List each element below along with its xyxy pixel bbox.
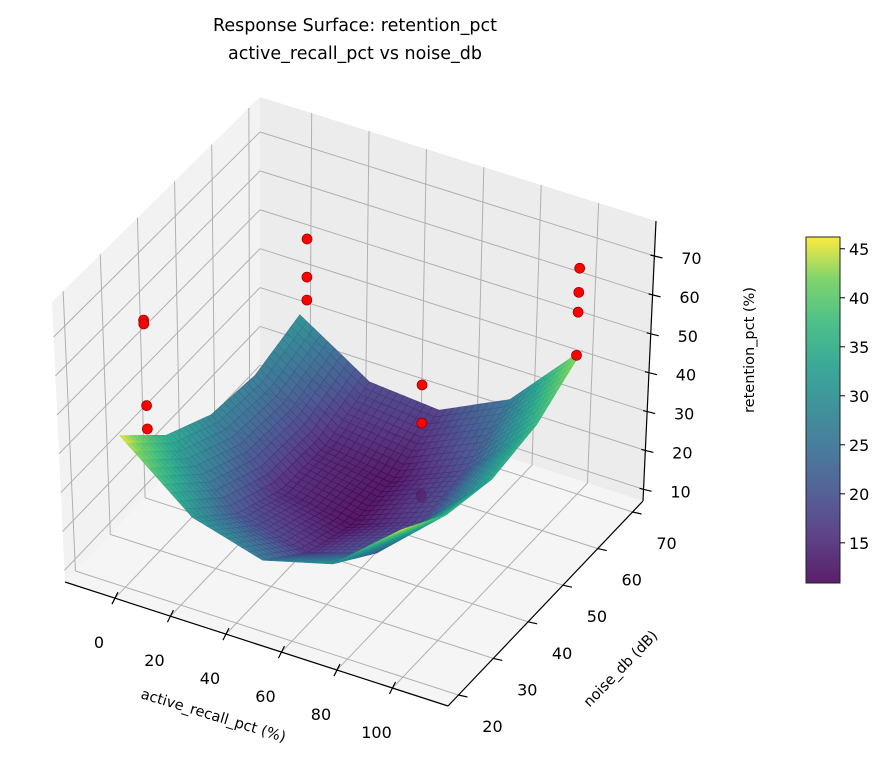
z-tick: [644, 371, 658, 376]
y-tick: [632, 511, 642, 515]
y-tick: [527, 621, 538, 625]
gridline-z: [53, 131, 261, 338]
z-tick: [648, 293, 661, 298]
data-point: [138, 318, 150, 330]
x-tick-label: 60: [255, 687, 275, 706]
y-tick-label: 20: [482, 717, 502, 736]
z-tick-label: 30: [674, 405, 694, 424]
colorbar-tick-label: 40: [849, 289, 869, 308]
gridline-x: [475, 167, 485, 448]
x-tick: [222, 627, 230, 641]
z-tick: [650, 254, 663, 259]
x-tick-label: 0: [94, 633, 104, 652]
gridline-z: [62, 326, 261, 532]
gridline-y: [248, 107, 251, 388]
gridline-z: [55, 170, 261, 377]
scatter-points-front: [138, 233, 586, 435]
colorbar-tick-label: 30: [849, 387, 869, 406]
surface-patch: [395, 527, 407, 533]
y-axis-label: noise_db (dB): [581, 628, 661, 711]
colorbar-tick-label: 25: [849, 436, 869, 455]
gridline-z: [259, 209, 651, 335]
y-tick-label: 40: [552, 644, 572, 663]
gridline-y: [62, 290, 76, 572]
x-tick: [111, 591, 119, 605]
x-tick-label: 40: [200, 669, 220, 688]
gridline-x: [336, 464, 533, 671]
gridline-x: [392, 482, 588, 689]
z-axis-label: retention_pct (%): [742, 287, 758, 413]
data-point: [416, 417, 428, 429]
data-point: [416, 379, 428, 391]
colorbar-gradient: [805, 236, 841, 584]
x-tick-label: 100: [361, 723, 392, 742]
y-tick: [562, 584, 573, 588]
x-tick: [166, 609, 175, 623]
data-point: [142, 423, 153, 435]
gridline-y: [211, 144, 216, 425]
x-tick-label: 20: [144, 651, 164, 670]
data-point: [301, 294, 313, 306]
z-tick: [646, 332, 659, 337]
z-tick-label: 40: [676, 366, 696, 385]
colorbar-tick-label: 20: [849, 485, 869, 504]
axis-lines: [64, 220, 663, 707]
y-tick: [458, 694, 468, 698]
gridline-z: [259, 248, 650, 374]
z-tick: [641, 448, 654, 454]
z-axis-line: [642, 220, 657, 502]
z-tick: [643, 409, 656, 415]
z-tick-label: 70: [681, 249, 701, 268]
colorbar-tick-label: 45: [849, 240, 869, 259]
gridline-y: [174, 181, 181, 462]
gridline-y: [75, 570, 459, 696]
gridline-x: [364, 131, 370, 412]
x-tick: [333, 663, 341, 677]
tick-labels: 0 20 40 60 80 100 20 30 40 50 60 70 10 20 30 40 50 60 70: [94, 249, 702, 742]
gridline-y: [110, 533, 494, 659]
gridline-z: [56, 209, 261, 416]
y-tick: [597, 548, 607, 552]
colorbar-tick-label: 35: [849, 338, 869, 357]
y-axis-line: [447, 500, 644, 707]
gridline-z: [259, 170, 653, 296]
z-tick-label: 50: [678, 327, 698, 346]
data-point: [571, 349, 582, 361]
gridline-z: [60, 287, 261, 493]
colorbar: 15 20 25 30 35 40 45: [805, 236, 869, 584]
chart-title-line-2: active_recall_pct vs noise_db: [228, 44, 482, 64]
gridline-z: [259, 287, 648, 413]
gridline-z: [259, 131, 655, 257]
x-tick-label: 80: [311, 705, 331, 724]
z-tick-label: 10: [670, 482, 690, 501]
data-point: [573, 286, 585, 298]
data-point: [141, 400, 152, 411]
y-tick-label: 70: [656, 534, 676, 553]
z-tick-label: 60: [679, 288, 699, 307]
x-tick: [277, 645, 286, 659]
data-point: [574, 262, 586, 274]
chart-title-line-1: Response Surface: retention_pct: [213, 16, 497, 36]
z-tick-label: 20: [672, 443, 692, 462]
gridline-z: [58, 248, 261, 455]
y-tick-label: 30: [517, 680, 537, 699]
gridline-y: [99, 254, 111, 535]
x-axis-line: [64, 581, 449, 707]
data-point: [301, 233, 313, 245]
y-tick-label: 60: [622, 571, 642, 590]
data-point: [301, 271, 313, 283]
y-tick-label: 50: [587, 607, 607, 626]
y-tick: [493, 657, 503, 661]
surface: [119, 314, 583, 565]
left-pane: [52, 97, 260, 582]
z-tick: [639, 487, 652, 492]
x-tick: [388, 681, 397, 695]
colorbar-tick-label: 15: [849, 534, 869, 553]
gridline-x: [586, 203, 600, 484]
data-point: [572, 306, 584, 318]
